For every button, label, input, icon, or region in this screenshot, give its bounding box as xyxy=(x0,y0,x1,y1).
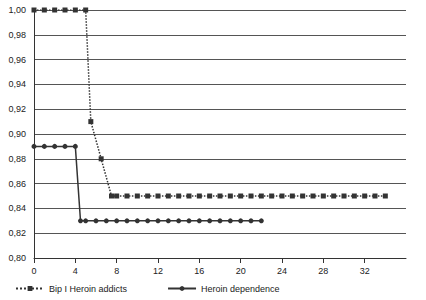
svg-text:1,00: 1,00 xyxy=(8,5,26,15)
svg-text:28: 28 xyxy=(318,266,328,276)
svg-text:24: 24 xyxy=(277,266,287,276)
svg-text:0,80: 0,80 xyxy=(8,253,26,263)
svg-text:4: 4 xyxy=(73,266,78,276)
svg-text:0,86: 0,86 xyxy=(8,179,26,189)
svg-text:Heroin dependence: Heroin dependence xyxy=(201,284,280,294)
svg-text:0,90: 0,90 xyxy=(8,129,26,139)
svg-text:0,84: 0,84 xyxy=(8,203,26,213)
svg-text:0,88: 0,88 xyxy=(8,154,26,164)
svg-text:12: 12 xyxy=(153,266,163,276)
svg-text:0,92: 0,92 xyxy=(8,104,26,114)
svg-text:32: 32 xyxy=(360,266,370,276)
svg-text:0,82: 0,82 xyxy=(8,228,26,238)
svg-text:16: 16 xyxy=(194,266,204,276)
svg-text:Bip I Heroin addicts: Bip I Heroin addicts xyxy=(49,284,128,294)
svg-text:0: 0 xyxy=(31,266,36,276)
svg-text:20: 20 xyxy=(236,266,246,276)
svg-text:0,94: 0,94 xyxy=(8,79,26,89)
svg-text:0,98: 0,98 xyxy=(8,30,26,40)
svg-text:8: 8 xyxy=(114,266,119,276)
svg-text:0,96: 0,96 xyxy=(8,55,26,65)
